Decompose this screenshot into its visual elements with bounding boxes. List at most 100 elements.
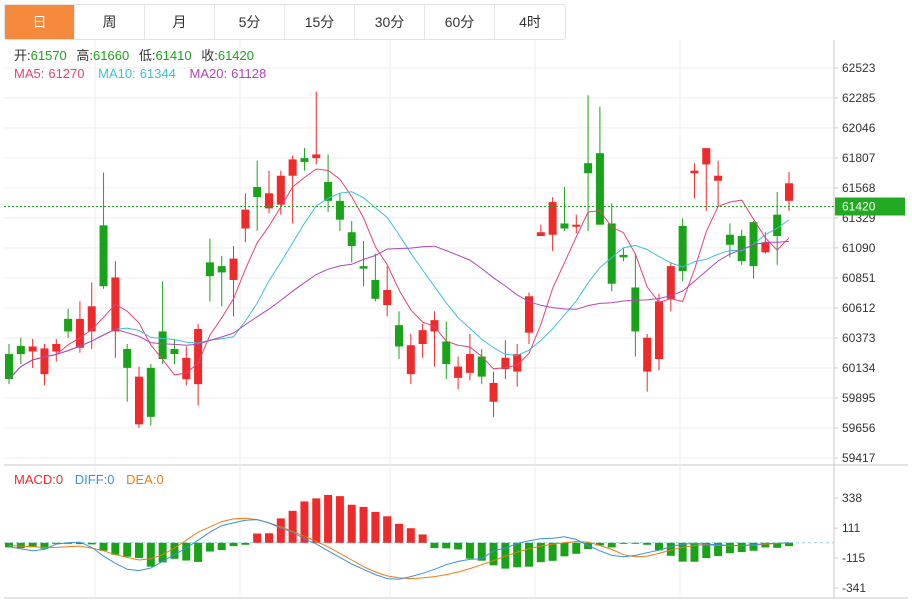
macd-bar bbox=[513, 542, 522, 568]
price-tick-label: 60134 bbox=[842, 361, 876, 375]
candle-body bbox=[513, 354, 522, 372]
macd-bar bbox=[253, 533, 262, 543]
candle-body bbox=[525, 296, 533, 333]
candle-body bbox=[442, 341, 451, 365]
current-price-marker: 61420 bbox=[4, 197, 905, 216]
current-price-label: 61420 bbox=[842, 199, 876, 213]
macd-bar bbox=[312, 498, 321, 543]
candle-body bbox=[241, 209, 250, 229]
macd-bar bbox=[135, 542, 143, 559]
macd-bar bbox=[702, 542, 711, 559]
macd-tick-label: -115 bbox=[842, 551, 865, 565]
macd-bar bbox=[217, 542, 226, 551]
candle-body bbox=[619, 254, 628, 258]
candle-body bbox=[572, 224, 581, 227]
macd-bar bbox=[737, 542, 746, 553]
price-tick-label: 60612 bbox=[842, 301, 876, 315]
candle-body bbox=[395, 325, 403, 347]
macd-bar bbox=[194, 542, 203, 562]
tab-4hour[interactable]: 4时 bbox=[519, 14, 541, 30]
candle-body bbox=[548, 202, 557, 235]
macd-bar bbox=[359, 506, 368, 543]
macd-bar bbox=[678, 542, 687, 562]
tab-15min[interactable]: 15分 bbox=[285, 5, 355, 39]
candle-body bbox=[643, 337, 652, 372]
macd-bar bbox=[395, 523, 403, 543]
candle-body bbox=[690, 170, 699, 174]
ma10-line bbox=[8, 191, 790, 380]
candle-body bbox=[288, 159, 297, 176]
macd-bar bbox=[454, 542, 463, 550]
macd-bar bbox=[16, 542, 25, 549]
tab-60min[interactable]: 60分 bbox=[425, 5, 495, 39]
candle-body bbox=[785, 183, 793, 201]
tab-week[interactable]: 周 bbox=[75, 5, 145, 39]
candle-body bbox=[430, 320, 439, 332]
candle-body bbox=[501, 357, 510, 370]
price-tick-label: 62046 bbox=[842, 121, 876, 135]
macd-bar bbox=[229, 542, 238, 547]
macd-series bbox=[4, 494, 834, 580]
period-tabs: 日 周 月 5分 15分 30分 60分 4时 bbox=[4, 4, 566, 40]
candle-body bbox=[761, 242, 770, 253]
candle-body bbox=[489, 382, 498, 402]
ma10-value: 61344 bbox=[140, 66, 176, 81]
macd-bar bbox=[52, 542, 61, 544]
macd-bar bbox=[465, 542, 474, 559]
candle-body bbox=[666, 266, 675, 299]
candle-body bbox=[678, 225, 687, 272]
candle-body bbox=[52, 343, 61, 352]
macd-bar bbox=[265, 533, 273, 543]
candle-body bbox=[75, 318, 84, 348]
candle-body bbox=[359, 266, 368, 269]
candle-body bbox=[64, 318, 73, 332]
macd-bar bbox=[595, 542, 604, 546]
macd-bar bbox=[288, 510, 297, 543]
macd-bar bbox=[158, 542, 167, 563]
candle-body bbox=[158, 331, 167, 360]
candle-body bbox=[87, 306, 96, 332]
price-tick-label: 60851 bbox=[842, 271, 876, 285]
macd-bar bbox=[560, 542, 569, 557]
tab-day[interactable]: 日 bbox=[5, 5, 75, 39]
candle-body bbox=[560, 223, 569, 229]
macd-bar bbox=[40, 542, 49, 549]
macd-bar bbox=[418, 534, 427, 543]
macd-bar bbox=[170, 542, 179, 559]
macd-bar bbox=[489, 542, 498, 566]
candle-body bbox=[725, 234, 734, 245]
macd-bar bbox=[123, 542, 132, 557]
macd-legend: MACD:0 DIFF:0 DEA:0 bbox=[14, 472, 164, 487]
high-value: 61660 bbox=[93, 48, 129, 63]
macd-bar bbox=[607, 542, 616, 548]
macd-bar bbox=[749, 542, 758, 551]
macd-bar bbox=[205, 542, 214, 552]
candle-body bbox=[418, 330, 427, 344]
macd-bar bbox=[182, 542, 191, 561]
candle-body bbox=[123, 349, 132, 368]
candle-body bbox=[229, 258, 238, 280]
candle-body bbox=[324, 182, 333, 201]
macd-bar bbox=[477, 542, 486, 561]
candle-body bbox=[477, 356, 486, 377]
ma20-line bbox=[8, 240, 790, 380]
close-value: 61420 bbox=[218, 48, 254, 63]
macd-bar bbox=[406, 528, 415, 543]
price-tick-label: 61568 bbox=[842, 181, 876, 195]
tab-30min[interactable]: 30分 bbox=[355, 5, 425, 39]
ma5-value: 61270 bbox=[48, 66, 84, 81]
macd-axis: 338 111 -115 -341 bbox=[834, 491, 866, 595]
candle-body bbox=[773, 214, 782, 237]
candle-body bbox=[16, 345, 25, 355]
macd-bar bbox=[87, 542, 96, 545]
macd-bar bbox=[643, 542, 652, 545]
price-tick-label: 61807 bbox=[842, 151, 876, 165]
dea-value: 0 bbox=[156, 472, 163, 487]
tab-month[interactable]: 月 bbox=[145, 5, 215, 39]
macd-bar bbox=[300, 501, 309, 543]
macd-bar bbox=[111, 542, 120, 555]
tab-5min[interactable]: 5分 bbox=[215, 5, 285, 39]
macd-bar bbox=[773, 542, 782, 548]
